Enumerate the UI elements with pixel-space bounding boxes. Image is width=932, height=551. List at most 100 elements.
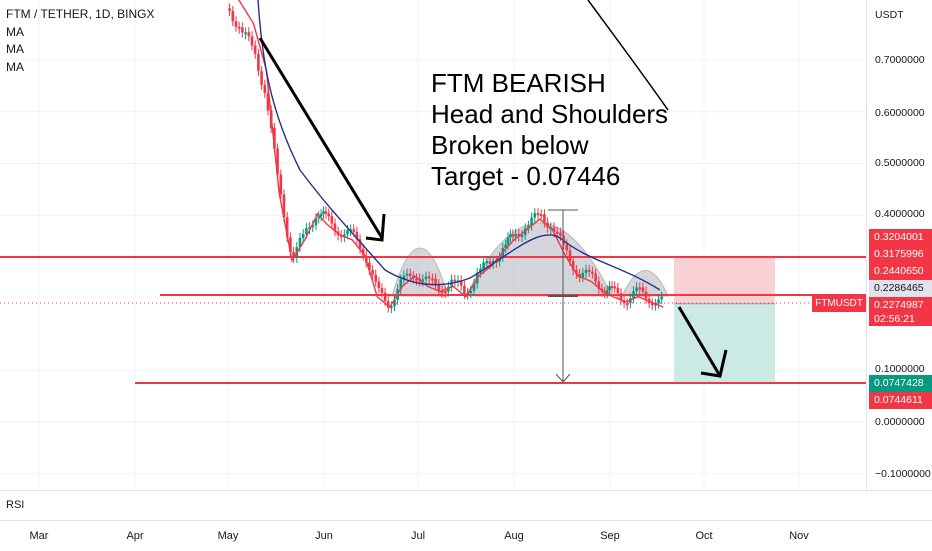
- entry-price-tag: 0.2286465: [869, 280, 932, 297]
- candle-body: [514, 233, 517, 237]
- candle-body: [308, 227, 311, 230]
- candle-body: [339, 235, 343, 238]
- annotation-line-4: Target - 0.07446: [431, 161, 621, 191]
- candle-body: [343, 234, 346, 238]
- month-label: Sep: [600, 530, 620, 542]
- head-shape: [465, 222, 613, 297]
- candle-body: [317, 216, 321, 219]
- candle-body: [352, 229, 356, 232]
- candle-body: [355, 231, 359, 240]
- stop-loss-zone: [674, 256, 775, 304]
- candle-body: [285, 217, 289, 238]
- candle-body: [431, 278, 434, 281]
- candle-body: [644, 291, 648, 299]
- candle-body: [322, 211, 325, 214]
- candle-body: [292, 252, 295, 258]
- candle-body: [447, 286, 450, 292]
- candle-body: [393, 299, 396, 307]
- candle-body: [616, 287, 620, 294]
- candle-body: [651, 303, 654, 306]
- candle-body: [660, 296, 663, 300]
- candle-body: [453, 279, 457, 282]
- indicator-ma-3[interactable]: MA: [6, 59, 24, 74]
- bearish-arrow-2: [677, 306, 722, 377]
- candle-body: [301, 233, 305, 238]
- candle-body: [469, 290, 473, 293]
- candle-body: [266, 92, 270, 111]
- rsi-label[interactable]: RSI: [6, 499, 25, 511]
- candle-body: [506, 237, 510, 245]
- candle-body: [437, 284, 441, 291]
- candle-body: [244, 32, 247, 35]
- rsi-pane[interactable]: RSI: [0, 490, 932, 521]
- candle-body: [565, 244, 569, 251]
- candle-body: [632, 291, 635, 299]
- candle-body: [253, 45, 257, 54]
- candle-body: [263, 84, 267, 93]
- price-axis[interactable]: USDT 0.7000000 0.6000000 0.5000000 0.400…: [866, 0, 932, 490]
- candle-body: [635, 287, 638, 292]
- candle-body: [638, 287, 642, 290]
- take-profit-zone: [674, 303, 775, 384]
- indicator-ma-2[interactable]: MA: [6, 42, 24, 56]
- month-label: Apr: [126, 530, 144, 542]
- candle-body: [241, 27, 244, 33]
- candle-body: [380, 288, 384, 293]
- month-label: Aug: [504, 530, 524, 542]
- candle-body: [371, 270, 374, 275]
- month-label: Nov: [789, 530, 809, 542]
- chart-area[interactable]: FTM / TETHER, 1D, BINGX MA MA MA FTM BEA…: [0, 0, 866, 490]
- candle-body: [289, 237, 292, 253]
- candle-body: [408, 273, 412, 277]
- ma-slow-line: [257, 0, 661, 291]
- symbol-title[interactable]: FTM / TETHER, 1D, BINGX: [6, 7, 155, 21]
- candle-body: [298, 237, 302, 248]
- support-price-tag: 0.0744611: [869, 392, 932, 409]
- indicator-ma-1[interactable]: MA: [6, 24, 24, 39]
- bearish-arrow-1: [258, 37, 384, 239]
- annotation-line-3: Broken below: [431, 130, 589, 160]
- candle-body: [527, 225, 530, 229]
- candle-body: [619, 293, 623, 301]
- candle-body: [530, 217, 533, 226]
- price-chart[interactable]: [0, 0, 866, 490]
- stop-price-tag: 0.3204001: [869, 229, 932, 246]
- candle-body: [543, 214, 546, 223]
- candle-body: [405, 273, 409, 276]
- candle-body: [390, 306, 393, 309]
- candle-body: [581, 272, 585, 278]
- candle-body: [571, 261, 575, 271]
- candle-body: [276, 148, 279, 175]
- candle-body: [568, 250, 572, 262]
- last-price-tag: 0.2274987: [869, 297, 932, 314]
- candle-body: [319, 213, 323, 217]
- candle-body: [575, 270, 578, 274]
- time-axis[interactable]: Mar Apr May Jun Jul Aug Sep Oct Nov: [0, 520, 932, 551]
- candle-body: [613, 286, 616, 289]
- candle-body: [282, 194, 286, 218]
- candle-body: [472, 283, 476, 291]
- price-tick: 0.4000000: [875, 208, 925, 220]
- candle-body: [591, 271, 594, 274]
- month-label: May: [217, 530, 239, 542]
- candle-body: [231, 10, 235, 22]
- candle-body: [279, 174, 283, 195]
- candle-body: [625, 303, 629, 306]
- candle-body: [314, 218, 318, 226]
- candle-body: [520, 235, 524, 238]
- candle-body: [463, 285, 466, 295]
- bearish-arrowhead-1: [365, 213, 386, 242]
- trade-annotation: FTM BEARISH Head and Shoulders Broken be…: [431, 68, 668, 192]
- candle-body: [594, 273, 597, 282]
- month-label: Jul: [410, 530, 426, 542]
- price-tick: 0.0000000: [875, 416, 925, 428]
- candle-body: [504, 244, 507, 248]
- candle-body: [584, 269, 588, 273]
- candle-body: [399, 279, 403, 290]
- candle-body: [597, 281, 601, 289]
- candle-body: [333, 223, 337, 232]
- candle-body: [610, 286, 614, 289]
- ma-price-tag: 0.2440650: [869, 263, 932, 280]
- candle-body: [377, 281, 381, 289]
- candle-body: [578, 273, 581, 278]
